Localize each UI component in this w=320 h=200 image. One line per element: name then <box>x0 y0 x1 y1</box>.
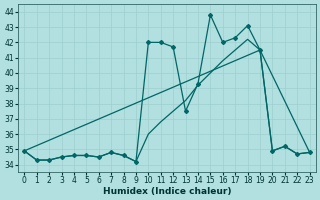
X-axis label: Humidex (Indice chaleur): Humidex (Indice chaleur) <box>103 187 231 196</box>
